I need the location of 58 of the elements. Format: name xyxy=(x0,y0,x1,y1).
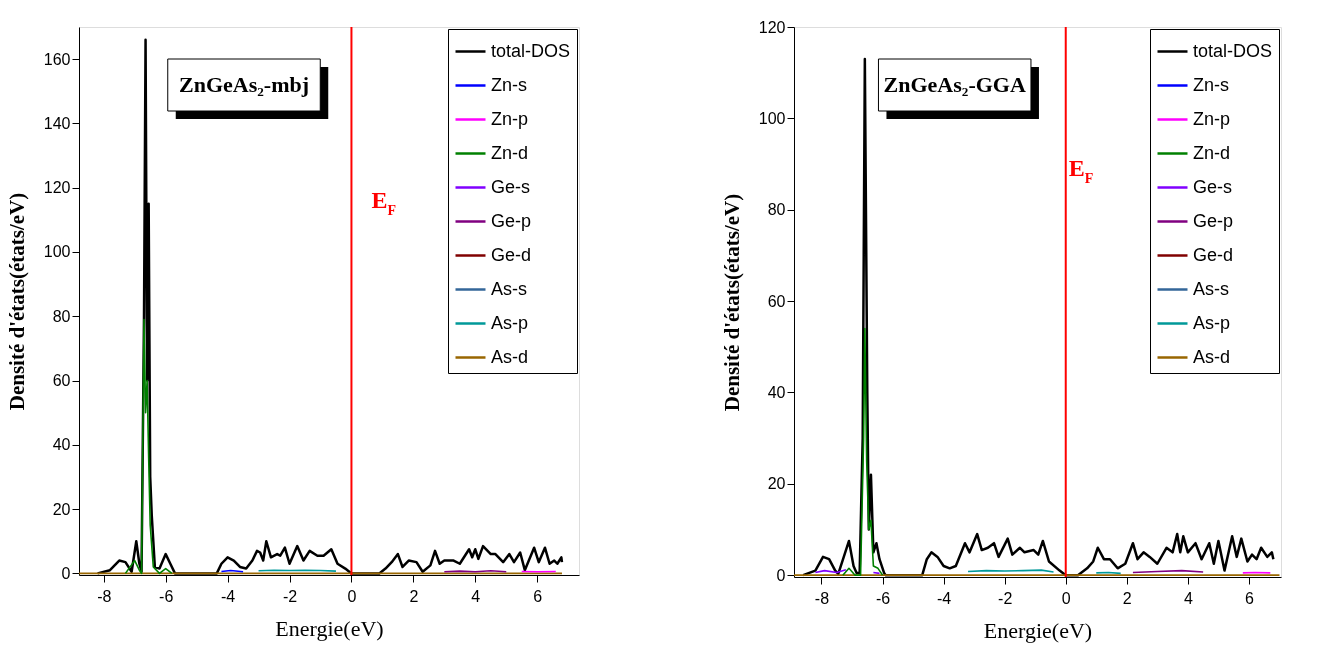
x-tick-label: -8 xyxy=(814,589,830,607)
y-tick-label: 20 xyxy=(52,500,71,518)
legend-label: Zn-s xyxy=(1193,74,1229,95)
x-tick-label: 2 xyxy=(1122,589,1132,607)
legend-label: As-d xyxy=(1193,346,1231,367)
legend-label: total-DOS xyxy=(491,40,571,61)
x-tick-label: -4 xyxy=(936,589,952,607)
y-tick-label: 80 xyxy=(767,201,786,219)
x-tick-label: -6 xyxy=(159,587,174,605)
legend-label: Ge-s xyxy=(1193,176,1233,197)
y-tick-label: 100 xyxy=(43,243,71,261)
x-tick-label: 0 xyxy=(347,587,357,605)
x-tick-label: 0 xyxy=(1061,589,1071,607)
x-tick-label: -4 xyxy=(220,587,236,605)
legend-label: Ge-p xyxy=(1193,210,1234,231)
legend-label: total-DOS xyxy=(1193,40,1273,61)
y-tick-label: 40 xyxy=(52,436,71,454)
y-tick-label: 20 xyxy=(767,475,786,493)
legend-label: As-d xyxy=(491,346,529,367)
legend-label: Zn-p xyxy=(1193,108,1231,129)
x-tick-label: 6 xyxy=(533,587,543,605)
legend-label: As-p xyxy=(491,312,529,333)
x-tick-label: -6 xyxy=(875,589,891,607)
y-tick-label: 60 xyxy=(52,372,71,390)
legend-label: Ge-d xyxy=(1193,244,1234,265)
y-tick-label: 120 xyxy=(43,179,71,197)
x-tick-label: 2 xyxy=(409,587,419,605)
y-tick-label: 140 xyxy=(43,114,71,132)
legend-label: Ge-p xyxy=(491,210,532,231)
legend-label: Ge-s xyxy=(491,176,531,197)
y-tick-label: 60 xyxy=(767,292,786,310)
x-tick-label: 4 xyxy=(471,587,481,605)
text: ZnGeAs₂-mbj xyxy=(178,72,310,97)
y-axis-title: Densité d'états(états/eV) xyxy=(719,193,744,412)
y-tick-label: 160 xyxy=(43,50,71,68)
y-tick-label: 0 xyxy=(776,566,786,584)
y-tick-label: 80 xyxy=(52,307,71,325)
legend-label: Ge-d xyxy=(491,244,532,265)
legend-label: As-p xyxy=(1193,312,1231,333)
y-tick-label: 100 xyxy=(758,109,786,127)
x-axis-title: Energie(eV) xyxy=(983,617,1093,643)
y-tick-label: 0 xyxy=(61,564,71,582)
legend-label: As-s xyxy=(491,278,527,299)
x-tick-label: -8 xyxy=(97,587,112,605)
x-tick-label: -2 xyxy=(282,587,298,605)
x-tick-label: 6 xyxy=(1244,589,1254,607)
x-tick-label: -2 xyxy=(998,589,1013,607)
legend-label: Zn-p xyxy=(491,108,529,129)
y-tick-label: 40 xyxy=(767,383,786,401)
legend-label: As-s xyxy=(1193,278,1229,299)
x-tick-label: 4 xyxy=(1183,589,1193,607)
text: ZnGeAs₂-GGA xyxy=(883,72,1026,97)
legend-label: Zn-s xyxy=(491,74,527,95)
legend-label: Zn-d xyxy=(1193,142,1231,163)
legend-label: Zn-d xyxy=(491,142,529,163)
y-tick-label: 120 xyxy=(758,18,786,36)
x-axis-title: Energie(eV) xyxy=(275,615,384,641)
y-axis-title: Densité d'états(états/eV) xyxy=(4,192,29,411)
